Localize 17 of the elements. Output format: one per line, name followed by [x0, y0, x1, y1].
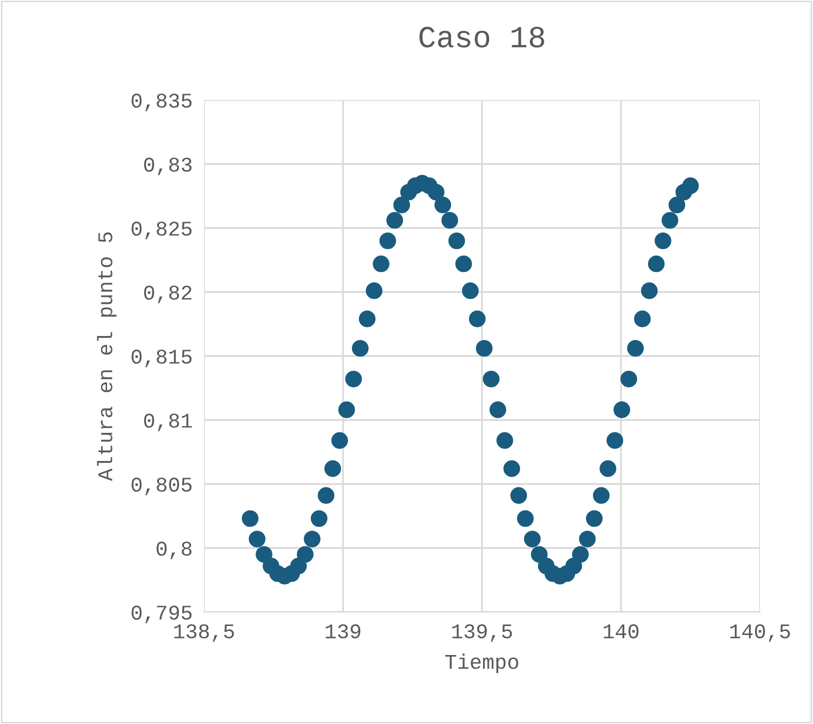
- y-tick-label: 0,805: [132, 478, 192, 496]
- x-tick-label: 138,5: [174, 624, 234, 642]
- y-tick-label: 0,8: [156, 542, 192, 560]
- y-tick-label: 0,82: [144, 286, 192, 304]
- y-tick-label: 0,81: [144, 414, 192, 432]
- y-tick-label: 0,825: [132, 222, 192, 240]
- x-tick-label: 139: [326, 624, 360, 638]
- y-tick-label: 0,795: [132, 606, 192, 624]
- x-tick-label: 140,5: [730, 624, 790, 642]
- x-axis-title: Tiempo: [445, 654, 518, 674]
- y-tick-label: 0,83: [144, 158, 192, 176]
- x-tick-label: 140: [604, 624, 638, 638]
- y-axis-title: Altura en el punto 5: [97, 232, 116, 482]
- chart-title: Caso 18: [420, 26, 544, 48]
- y-tick-label: 0,835: [132, 94, 192, 112]
- x-tick-label: 139,5: [452, 624, 512, 642]
- y-tick-label: 0,815: [132, 350, 192, 368]
